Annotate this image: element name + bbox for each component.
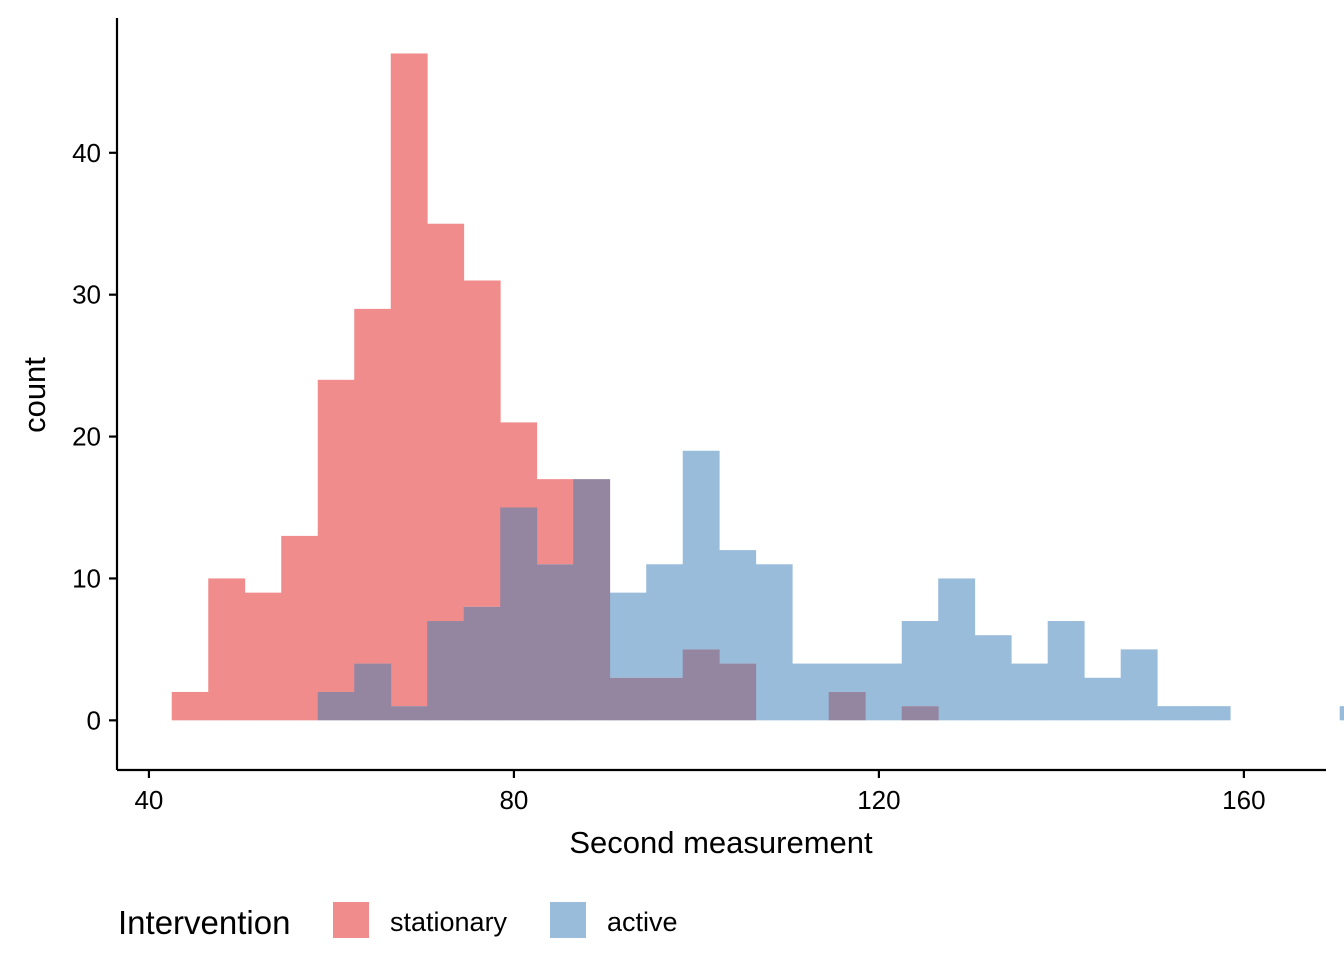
bar-stationary-4 (317, 379, 355, 692)
bar-overlap-4 (317, 691, 355, 721)
bar-stationary-6 (390, 53, 428, 707)
bar-stationary-0 (171, 691, 209, 721)
bar-active-24 (1047, 621, 1085, 721)
bar-active-17 (792, 663, 830, 721)
y-tick-label-0: 0 (87, 705, 101, 735)
bar-active-27 (1157, 706, 1195, 721)
bar-active-21 (938, 578, 976, 721)
y-tick-label-40: 40 (72, 138, 101, 168)
bar-overlap-18 (828, 691, 866, 721)
legend-label-stationary: stationary (390, 907, 508, 937)
bar-stationary-3 (281, 535, 319, 721)
bar-active-13 (646, 564, 684, 678)
bar-overlap-15 (719, 663, 757, 721)
legend-title: Intervention (118, 904, 290, 941)
bar-active-20 (901, 621, 939, 707)
bar-overlap-8 (463, 606, 501, 721)
bar-overlap-11 (573, 479, 611, 721)
x-axis-ticks: 40 80 120 160 (134, 770, 1266, 815)
legend-label-active: active (607, 907, 678, 937)
bar-active-22 (974, 635, 1012, 721)
overlap-bars (317, 479, 939, 721)
bar-active-12 (609, 592, 647, 678)
y-tick-label-20: 20 (72, 422, 101, 452)
bar-active-26 (1120, 649, 1158, 721)
x-tick-label-80: 80 (499, 785, 528, 815)
y-axis-ticks: 0 10 20 30 40 (72, 138, 117, 735)
bar-stationary-9 (500, 422, 538, 508)
bar-active-15 (719, 550, 757, 664)
bar-active-23 (1011, 663, 1049, 721)
bar-overlap-7 (427, 621, 465, 721)
bar-stationary-1 (208, 578, 246, 721)
x-tick-label-120: 120 (857, 785, 900, 815)
bar-overlap-20 (901, 706, 939, 721)
x-tick-label-160: 160 (1222, 785, 1265, 815)
y-tick-label-10: 10 (72, 563, 101, 593)
bar-overlap-13 (646, 677, 684, 721)
legend: Intervention stationary active (118, 902, 678, 941)
y-axis-title: count (17, 357, 52, 433)
y-tick-label-30: 30 (72, 280, 101, 310)
bar-overlap-6 (390, 706, 428, 721)
bar-stationary-10 (536, 479, 574, 565)
bar-overlap-5 (354, 663, 392, 721)
x-tick-label-40: 40 (134, 785, 163, 815)
legend-swatch-active (550, 902, 586, 938)
active-bars (609, 450, 1344, 721)
bar-stationary-8 (463, 280, 501, 607)
bar-active-18 (828, 663, 866, 692)
bar-active-14 (682, 450, 720, 650)
stationary-bars (171, 53, 574, 721)
bar-active-28 (1193, 706, 1231, 721)
bar-stationary-5 (354, 308, 392, 664)
bar-active-25 (1084, 677, 1122, 721)
bar-overlap-9 (500, 507, 538, 721)
bar-overlap-10 (536, 564, 574, 721)
bar-active-32 (1339, 706, 1344, 721)
bar-active-16 (755, 564, 793, 721)
x-axis-title: Second measurement (569, 825, 873, 860)
bar-active-19 (865, 663, 903, 721)
bar-overlap-12 (609, 677, 647, 721)
bar-stationary-7 (427, 223, 465, 622)
bar-overlap-14 (682, 649, 720, 721)
legend-swatch-stationary (333, 902, 369, 938)
bar-stationary-2 (244, 592, 282, 721)
